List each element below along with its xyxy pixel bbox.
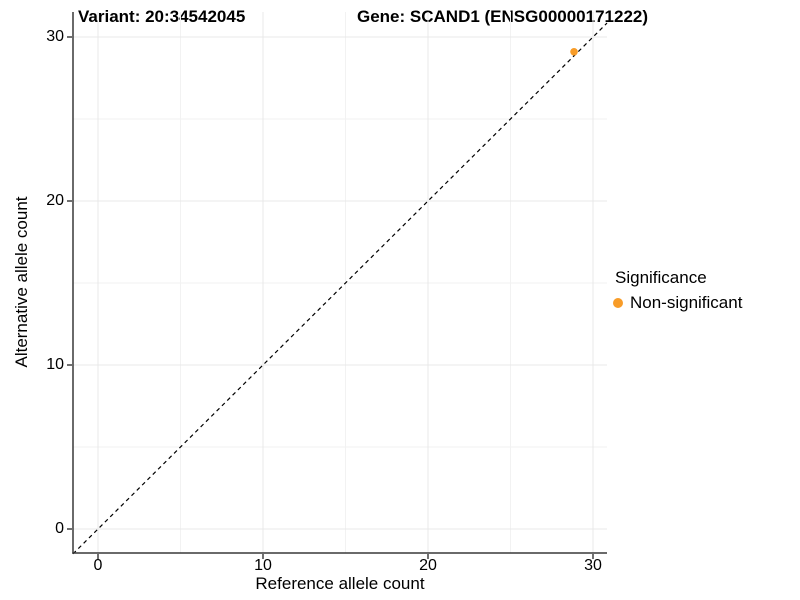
x-tick-label: 20: [419, 557, 437, 574]
legend: Significance Non-significant: [613, 268, 742, 313]
legend-point-icon: [613, 298, 623, 308]
identity-line: [72, 22, 608, 555]
legend-item-non-significant: Non-significant: [613, 293, 742, 313]
y-tick-label: 0: [55, 520, 64, 537]
y-axis-title: Alternative allele count: [12, 196, 31, 368]
legend-item-label: Non-significant: [630, 293, 743, 312]
plot-title-gene: Gene: SCAND1 (ENSG00000171222): [357, 7, 649, 26]
legend-title: Significance: [615, 268, 707, 287]
x-tick-label: 30: [584, 557, 602, 574]
y-tick-label: 30: [46, 28, 64, 45]
x-tick-label: 10: [254, 557, 272, 574]
y-tick-label: 10: [46, 356, 64, 373]
data-point: [570, 47, 578, 56]
x-axis-title: Reference allele count: [255, 574, 425, 593]
y-tick-label: 20: [46, 192, 64, 209]
plot-title-variant: Variant: 20:34542045: [78, 7, 246, 26]
x-tick-label: 0: [93, 557, 103, 574]
